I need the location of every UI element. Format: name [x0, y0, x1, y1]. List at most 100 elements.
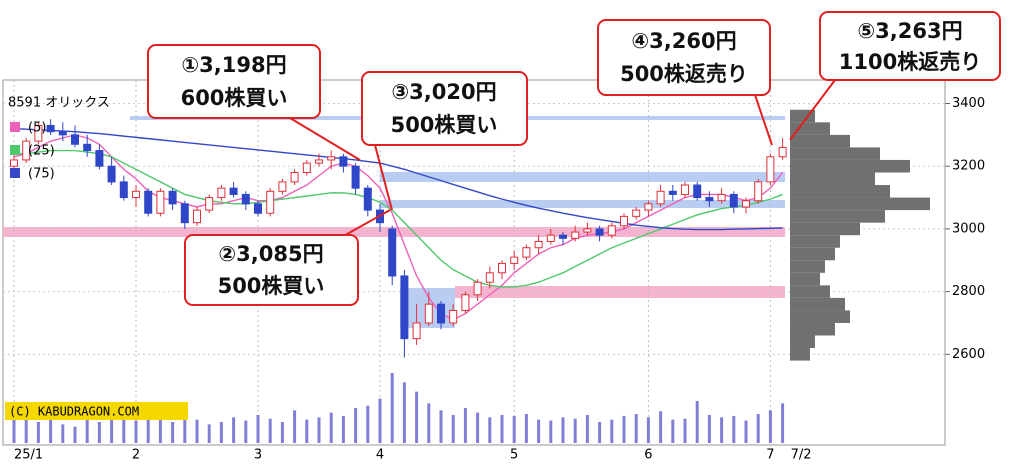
volume-bar: [524, 414, 528, 443]
candle-body: [559, 234, 567, 239]
volume-bar: [232, 417, 236, 443]
candle-body: [83, 143, 92, 152]
pointer: [374, 144, 393, 211]
volume-bar: [24, 415, 28, 443]
candle-body: [681, 184, 689, 195]
volume-bar: [744, 420, 748, 443]
volume-bar: [390, 373, 394, 443]
candle-body: [180, 203, 189, 224]
y-tick-label: 3200: [952, 159, 985, 174]
candle-body: [58, 131, 67, 136]
candle-body: [742, 200, 750, 208]
callout: [361, 71, 528, 146]
candle-body: [522, 247, 531, 258]
callout-text: ③3,020円: [391, 80, 496, 104]
volume-bar: [12, 419, 16, 443]
chart-title: 8591 オリックス: [8, 96, 110, 111]
candle-body: [10, 159, 18, 167]
y-tick-label: 2800: [952, 284, 985, 299]
candle-body: [229, 187, 238, 195]
candle-body: [717, 193, 726, 202]
volume-bar: [183, 414, 187, 443]
copyright: (C) KABUDRAGON.COM: [9, 405, 139, 419]
candle-body: [778, 146, 787, 158]
candle-body: [412, 322, 421, 340]
volume-bar: [622, 415, 626, 443]
pointer: [289, 117, 361, 161]
volume-bar: [402, 382, 406, 443]
volume-bar: [781, 403, 785, 443]
volume-bar: [512, 415, 516, 443]
candle-body: [302, 162, 311, 173]
legend-label: (25): [28, 144, 55, 159]
candle-body: [461, 294, 470, 311]
volume-bar: [451, 415, 455, 443]
candle-body: [144, 190, 153, 214]
volume-bar: [561, 417, 565, 443]
volume-bar: [256, 415, 260, 443]
candle-body: [363, 187, 372, 211]
candle-body: [766, 156, 775, 183]
candle-body: [607, 225, 616, 236]
candle-body: [290, 171, 299, 183]
candle-body: [583, 228, 592, 233]
legend-label: (75): [28, 167, 55, 182]
candle-body: [254, 203, 262, 214]
candle-body: [473, 281, 482, 296]
y-tick-label: 3000: [952, 221, 985, 236]
profile-bar: [790, 335, 815, 349]
profile-bar: [790, 348, 810, 361]
volume-bar: [439, 410, 443, 443]
profile-bar: [790, 147, 880, 160]
profile-bar: [790, 272, 820, 286]
candle-body: [156, 190, 165, 214]
volume-bar: [305, 419, 309, 443]
candle-body: [315, 159, 323, 164]
volume-bar: [585, 415, 589, 443]
volume-bar: [293, 410, 297, 443]
volume-bar: [49, 417, 53, 443]
volume-bar: [415, 391, 419, 443]
zone: [380, 172, 785, 182]
pointer: [789, 79, 836, 141]
zone: [380, 200, 785, 208]
callout: [819, 11, 1001, 81]
volume-bar: [341, 415, 345, 443]
candle-body: [71, 134, 79, 145]
profile-bar: [790, 322, 835, 336]
volume-bar: [110, 415, 114, 443]
profile-bar: [790, 134, 850, 148]
candle-body: [485, 272, 494, 283]
profile-bar: [790, 185, 890, 198]
volume-bar: [171, 422, 175, 443]
volume-bar: [427, 403, 431, 443]
volume-bar: [720, 417, 724, 443]
ma-line: [13, 127, 783, 231]
x-tick-label: 2: [132, 448, 140, 463]
candle-body: [571, 231, 580, 239]
candle-body: [168, 190, 177, 205]
pointer: [754, 94, 773, 146]
candle-body: [754, 181, 763, 202]
candle-body: [327, 156, 336, 161]
callout: [597, 19, 771, 96]
profile-bar: [790, 210, 885, 223]
candle-body: [217, 187, 226, 199]
candle-body: [632, 209, 641, 217]
copyright-box: [5, 402, 188, 420]
candle-body: [644, 203, 653, 211]
candle-body: [595, 228, 604, 236]
y-tick-label: 2600: [952, 347, 985, 362]
volume-bar: [122, 417, 126, 443]
candle-body: [34, 124, 43, 142]
candle-body: [241, 193, 250, 205]
volume-bar: [646, 417, 650, 443]
volume-bar: [732, 415, 736, 443]
candle-body: [339, 156, 348, 167]
x-tick-label: 3: [254, 448, 262, 463]
candle-body: [193, 209, 201, 224]
profile-bar: [790, 247, 835, 261]
volume-bar: [146, 418, 150, 443]
x-tick-label: 4: [376, 448, 384, 463]
